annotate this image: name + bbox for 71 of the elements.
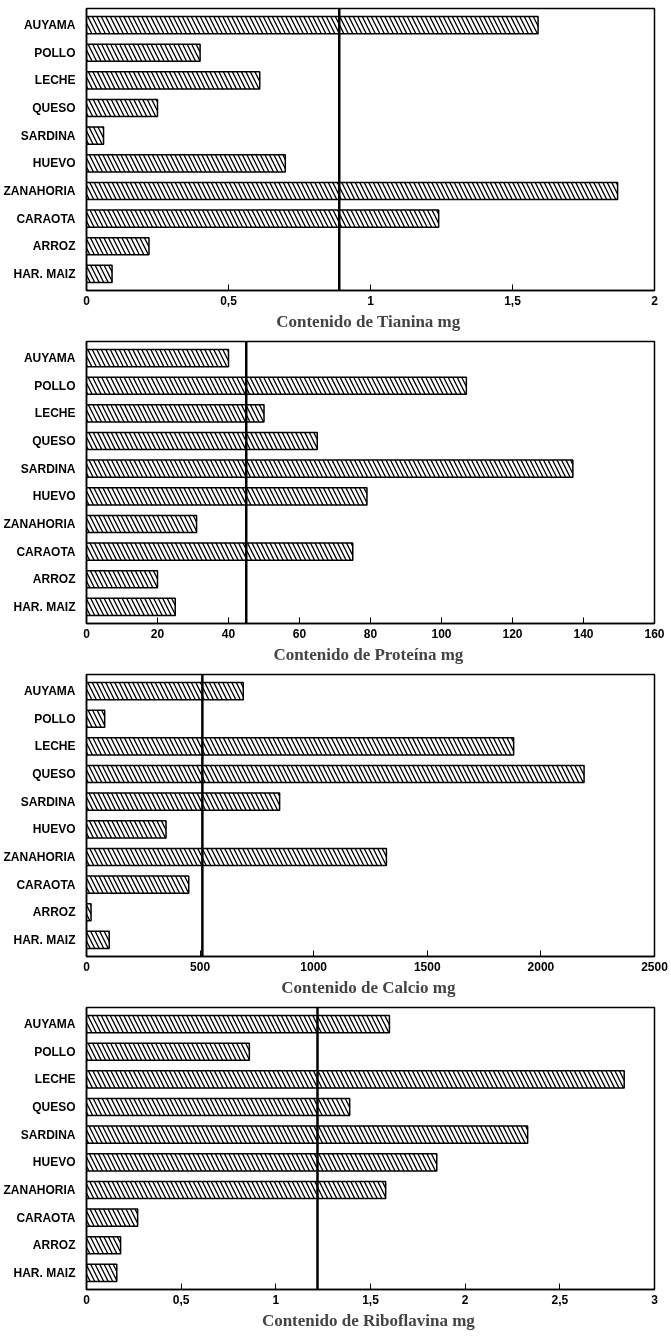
x-tick-label: 1,5 <box>362 1292 380 1307</box>
y-tick-label: CARAOTA <box>16 1210 76 1225</box>
x-tick-label: 2 <box>461 1292 469 1307</box>
x-tick-label: 2000 <box>527 959 555 974</box>
y-tick-label: SARDINA <box>20 128 76 143</box>
x-axis-title: Contenido de Proteína mg <box>273 644 464 664</box>
x-tick-label: 0 <box>83 626 91 641</box>
y-tick-label: POLLO <box>34 1044 76 1059</box>
y-tick-label: ARROZ <box>32 572 76 587</box>
y-tick-label: POLLO <box>34 711 76 726</box>
x-tick-label: 500 <box>190 959 211 974</box>
y-tick-label: HUEVO <box>32 489 76 504</box>
y-tick-label: CARAOTA <box>16 877 76 892</box>
x-tick-label: 40 <box>221 626 236 641</box>
y-tick-label: CARAOTA <box>16 544 76 559</box>
x-tick-label: 2500 <box>641 959 669 974</box>
x-tick-label: 120 <box>502 626 523 641</box>
x-tick-label: 0 <box>83 959 91 974</box>
y-tick-label: POLLO <box>34 378 76 393</box>
y-tick-label: ZANAHORIA <box>3 1182 76 1197</box>
x-tick-label: 0 <box>83 1292 91 1307</box>
x-axis-title: Contenido de Calcio mg <box>281 977 456 997</box>
x-tick-label: 160 <box>644 626 665 641</box>
x-tick-label: 1500 <box>413 959 441 974</box>
x-tick-label: 1,5 <box>504 293 522 308</box>
y-tick-label: SARDINA <box>20 1127 76 1142</box>
y-tick-label: HUEVO <box>32 1155 76 1170</box>
x-tick-label: 1000 <box>300 959 328 974</box>
y-tick-label: QUESO <box>32 1100 76 1115</box>
y-tick-label: ARROZ <box>32 1238 76 1253</box>
y-tick-label: QUESO <box>32 101 76 116</box>
y-tick-label: ZANAHORIA <box>3 516 76 531</box>
x-axis-title: Contenido de Riboflavina mg <box>261 1310 476 1330</box>
x-tick-label: 0,5 <box>172 1292 190 1307</box>
y-tick-label: ARROZ <box>32 905 76 920</box>
y-tick-label: AUYAMA <box>23 18 76 33</box>
x-tick-label: 1 <box>367 293 375 308</box>
x-tick-label: 140 <box>573 626 594 641</box>
y-tick-label: HAR. MAIZ <box>13 1265 76 1280</box>
x-tick-label: 0 <box>83 293 91 308</box>
y-tick-label: POLLO <box>34 45 76 60</box>
x-tick-label: 20 <box>150 626 165 641</box>
y-tick-label: CARAOTA <box>16 211 76 226</box>
y-tick-label: AUYAMA <box>23 1017 76 1032</box>
y-tick-label: HAR. MAIZ <box>13 932 76 947</box>
y-tick-label: LECHE <box>34 73 76 88</box>
x-tick-label: 100 <box>431 626 452 641</box>
x-tick-label: 60 <box>292 626 307 641</box>
y-tick-label: HAR. MAIZ <box>13 266 76 281</box>
y-tick-label: AUYAMA <box>23 351 76 366</box>
x-tick-label: 3 <box>651 1292 659 1307</box>
y-tick-label: LECHE <box>34 406 76 421</box>
y-tick-label: HUEVO <box>32 822 76 837</box>
y-tick-label: QUESO <box>32 434 76 449</box>
x-tick-label: 1 <box>272 1292 280 1307</box>
y-tick-label: AUYAMA <box>23 684 76 699</box>
x-axis-title: Contenido de Tianina mg <box>276 311 461 331</box>
y-tick-label: ARROZ <box>32 239 76 254</box>
y-tick-label: ZANAHORIA <box>3 849 76 864</box>
y-tick-label: SARDINA <box>20 461 76 476</box>
x-tick-label: 80 <box>363 626 378 641</box>
x-tick-label: 0,5 <box>220 293 238 308</box>
y-tick-label: LECHE <box>34 1072 76 1087</box>
y-tick-label: HUEVO <box>32 156 76 171</box>
y-tick-label: HAR. MAIZ <box>13 599 76 614</box>
y-tick-label: SARDINA <box>20 794 76 809</box>
x-tick-label: 2 <box>651 293 659 308</box>
y-tick-label: LECHE <box>34 739 76 754</box>
y-tick-label: ZANAHORIA <box>3 183 76 198</box>
x-tick-label: 2,5 <box>551 1292 569 1307</box>
y-tick-label: QUESO <box>32 767 76 782</box>
